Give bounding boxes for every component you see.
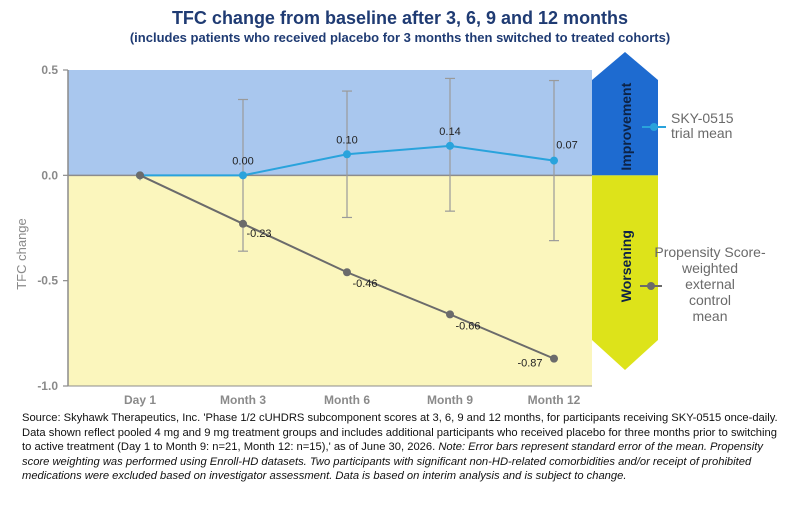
legend-label-series-1: SKY-0515 (671, 110, 734, 126)
x-tick-label: Month 9 (427, 393, 473, 407)
series-1-point (239, 171, 247, 180)
legend-marker-series-1 (650, 123, 658, 131)
improvement-band (68, 70, 592, 176)
series-2-point (343, 268, 351, 277)
series-1-point (343, 150, 351, 159)
legend-label-series-2: Propensity Score- (654, 244, 766, 260)
series-2-point (136, 171, 144, 180)
source-text: Source: Skyhawk Therapeutics, Inc. 'Phas… (22, 412, 778, 454)
chart-subtitle: (includes patients who received placebo … (129, 30, 671, 45)
data-label: 0.10 (336, 134, 357, 146)
series-1-point (446, 141, 454, 150)
legend-label-series-2: external (685, 276, 735, 292)
data-label: -0.66 (455, 320, 480, 332)
worsening-arrow (592, 175, 658, 370)
x-tick-label: Day 1 (124, 393, 156, 407)
x-tick-label: Month 6 (324, 393, 370, 407)
legend-label-series-2: mean (692, 308, 727, 324)
worsening-label: Worsening (618, 230, 634, 302)
x-tick-label: Month 3 (220, 393, 266, 407)
legend-marker-series-2 (647, 282, 655, 290)
chart: 0.5 0.0 -0.5 -1.0 TFC change Day 1 Month 3 Mont… (14, 52, 766, 407)
series-2-point (446, 310, 454, 319)
chart-title: TFC change from baseline after 3, 6, 9 a… (171, 8, 629, 28)
data-label: 0.14 (439, 126, 460, 138)
series-2-point (239, 219, 247, 228)
y-tick-label: 0.0 (41, 168, 58, 182)
data-label: 0.07 (556, 140, 577, 152)
source-note: Note: Error bars represent standard erro… (22, 441, 763, 483)
legend-label-series-1: trial mean (671, 125, 732, 141)
x-tick-label: Month 12 (528, 393, 581, 407)
data-label: 0.00 (232, 155, 253, 167)
worsening-band (68, 175, 592, 386)
improvement-arrow (592, 52, 658, 176)
legend-label-series-2: control (689, 292, 731, 308)
y-tick-label: 0.5 (41, 63, 58, 77)
source-footnote: Source: Skyhawk Therapeutics, Inc. 'Phas… (22, 411, 782, 484)
legend-label-series-2: weighted (681, 260, 738, 276)
data-label: -0.23 (246, 228, 271, 240)
y-tick-label: -1.0 (37, 379, 58, 393)
series-1-point (550, 156, 558, 165)
y-axis-label: TFC change (14, 218, 29, 290)
data-label: -0.46 (352, 278, 377, 290)
data-label: -0.87 (517, 358, 542, 370)
y-tick-label: -0.5 (37, 274, 58, 288)
series-2-point (550, 354, 558, 363)
improvement-label: Improvement (618, 82, 634, 170)
